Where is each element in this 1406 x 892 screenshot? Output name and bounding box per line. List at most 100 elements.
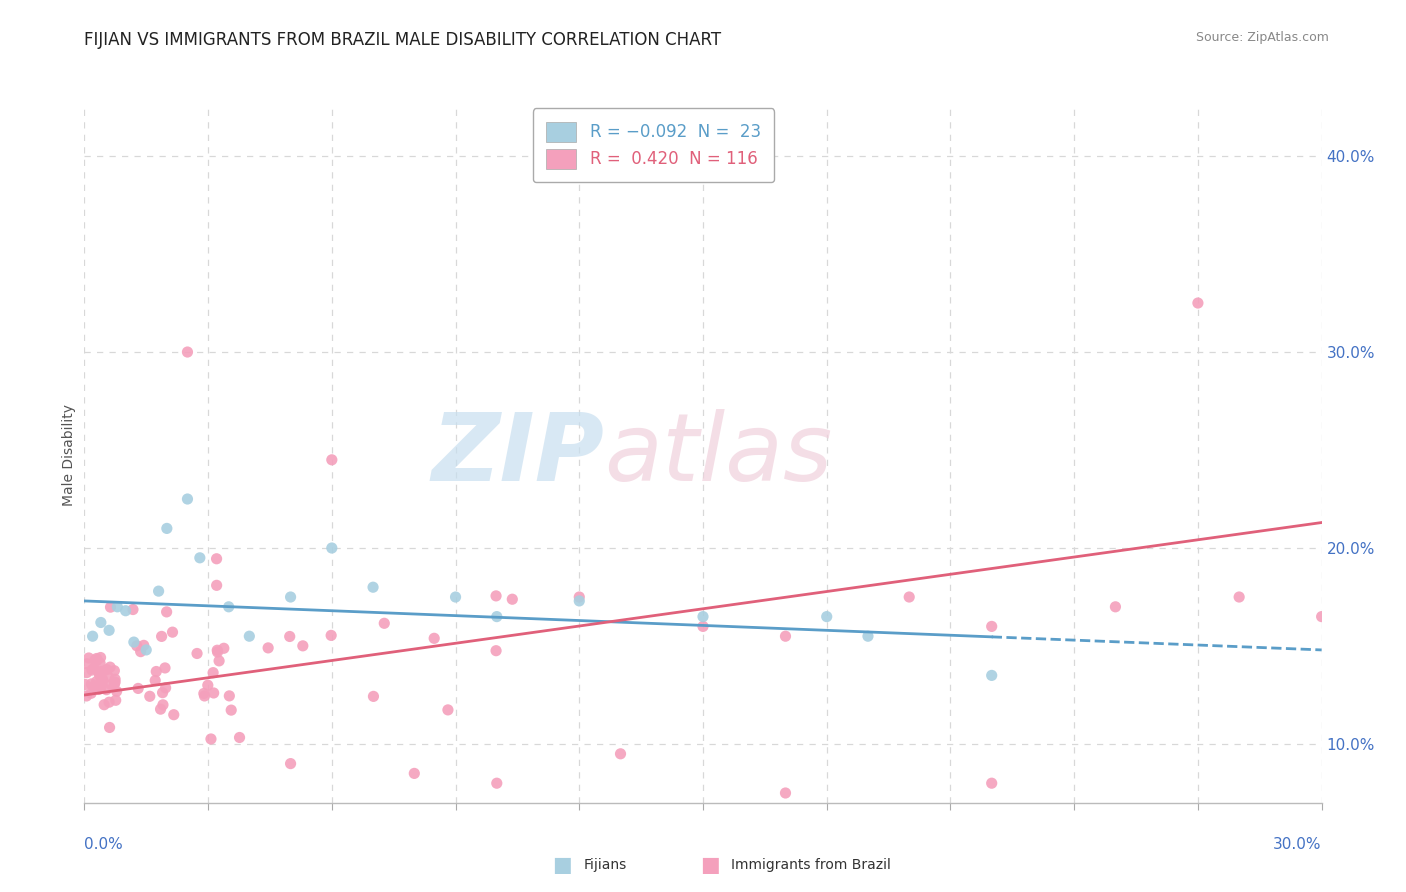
Point <box>104 672 127 686</box>
Point <box>321 541 343 555</box>
Point <box>980 668 1002 682</box>
Text: 0.0%: 0.0% <box>84 837 124 852</box>
Point <box>103 664 125 678</box>
Point <box>775 786 797 800</box>
Point <box>80 677 103 691</box>
Point <box>76 657 98 671</box>
Point <box>155 681 177 695</box>
Point <box>86 651 108 665</box>
Text: ZIP: ZIP <box>432 409 605 501</box>
Point <box>815 609 838 624</box>
Point <box>257 640 280 655</box>
Text: atlas: atlas <box>605 409 832 500</box>
Point <box>207 643 229 657</box>
Point <box>135 643 157 657</box>
Point <box>278 630 301 644</box>
Point <box>363 690 385 704</box>
Point <box>84 653 107 667</box>
Point <box>568 590 591 604</box>
Point <box>404 766 426 780</box>
Point <box>90 650 112 665</box>
Point <box>1227 590 1250 604</box>
Point <box>143 673 166 688</box>
Point <box>321 452 343 467</box>
Text: Immigrants from Brazil: Immigrants from Brazil <box>731 858 891 872</box>
Point <box>76 689 98 703</box>
Point <box>501 592 523 607</box>
Point <box>90 665 112 679</box>
Point <box>205 578 228 592</box>
Point <box>105 599 128 614</box>
Text: Fijians: Fijians <box>583 858 627 872</box>
Legend: R = −0.092  N =  23, R =  0.420  N = 116: R = −0.092 N = 23, R = 0.420 N = 116 <box>533 109 775 183</box>
Point <box>228 731 250 745</box>
Point <box>148 584 170 599</box>
Point <box>75 677 97 691</box>
Point <box>76 665 98 680</box>
Point <box>200 731 222 746</box>
Point <box>104 675 127 690</box>
Point <box>186 647 208 661</box>
Point <box>291 639 314 653</box>
Point <box>114 604 136 618</box>
Point <box>568 594 591 608</box>
Point <box>238 629 260 643</box>
Point <box>197 678 219 692</box>
Point <box>898 590 921 604</box>
Point <box>980 776 1002 790</box>
Point <box>162 625 184 640</box>
Point <box>280 756 302 771</box>
Point <box>193 686 215 700</box>
Point <box>280 590 302 604</box>
Point <box>156 521 179 535</box>
Point <box>100 600 122 615</box>
Point <box>150 629 173 643</box>
Point <box>207 645 229 659</box>
Point <box>202 665 225 680</box>
Point <box>90 615 112 630</box>
Point <box>423 632 446 646</box>
Point <box>373 616 395 631</box>
Point <box>218 689 240 703</box>
Point <box>485 776 508 790</box>
Point <box>856 629 879 643</box>
Text: 30.0%: 30.0% <box>1274 837 1322 852</box>
Point <box>188 550 211 565</box>
Point <box>444 590 467 604</box>
Point <box>208 654 231 668</box>
Point <box>1310 609 1333 624</box>
Point <box>1187 296 1209 310</box>
Text: FIJIAN VS IMMIGRANTS FROM BRAZIL MALE DISABILITY CORRELATION CHART: FIJIAN VS IMMIGRANTS FROM BRAZIL MALE DI… <box>84 31 721 49</box>
Text: ■: ■ <box>553 855 572 875</box>
Point <box>122 602 145 616</box>
Point <box>775 629 797 643</box>
Point <box>163 707 186 722</box>
Point <box>91 672 114 686</box>
Point <box>89 657 111 671</box>
Point <box>122 635 145 649</box>
Point <box>96 663 118 677</box>
Point <box>89 666 111 681</box>
Point <box>86 674 108 689</box>
Text: ■: ■ <box>700 855 720 875</box>
Point <box>90 681 112 695</box>
Point <box>83 661 105 675</box>
Point <box>485 643 508 657</box>
Point <box>692 619 714 633</box>
Point <box>980 619 1002 633</box>
Point <box>361 580 384 594</box>
Point <box>145 665 167 679</box>
Point <box>485 609 508 624</box>
Point <box>97 670 120 684</box>
Point <box>156 605 179 619</box>
Point <box>80 686 103 700</box>
Point <box>176 345 198 359</box>
Point <box>202 686 225 700</box>
Point <box>127 681 149 696</box>
Point <box>193 689 215 703</box>
Point <box>219 703 242 717</box>
Point <box>132 638 155 652</box>
Point <box>152 686 174 700</box>
Point <box>692 609 714 624</box>
Point <box>176 491 198 506</box>
